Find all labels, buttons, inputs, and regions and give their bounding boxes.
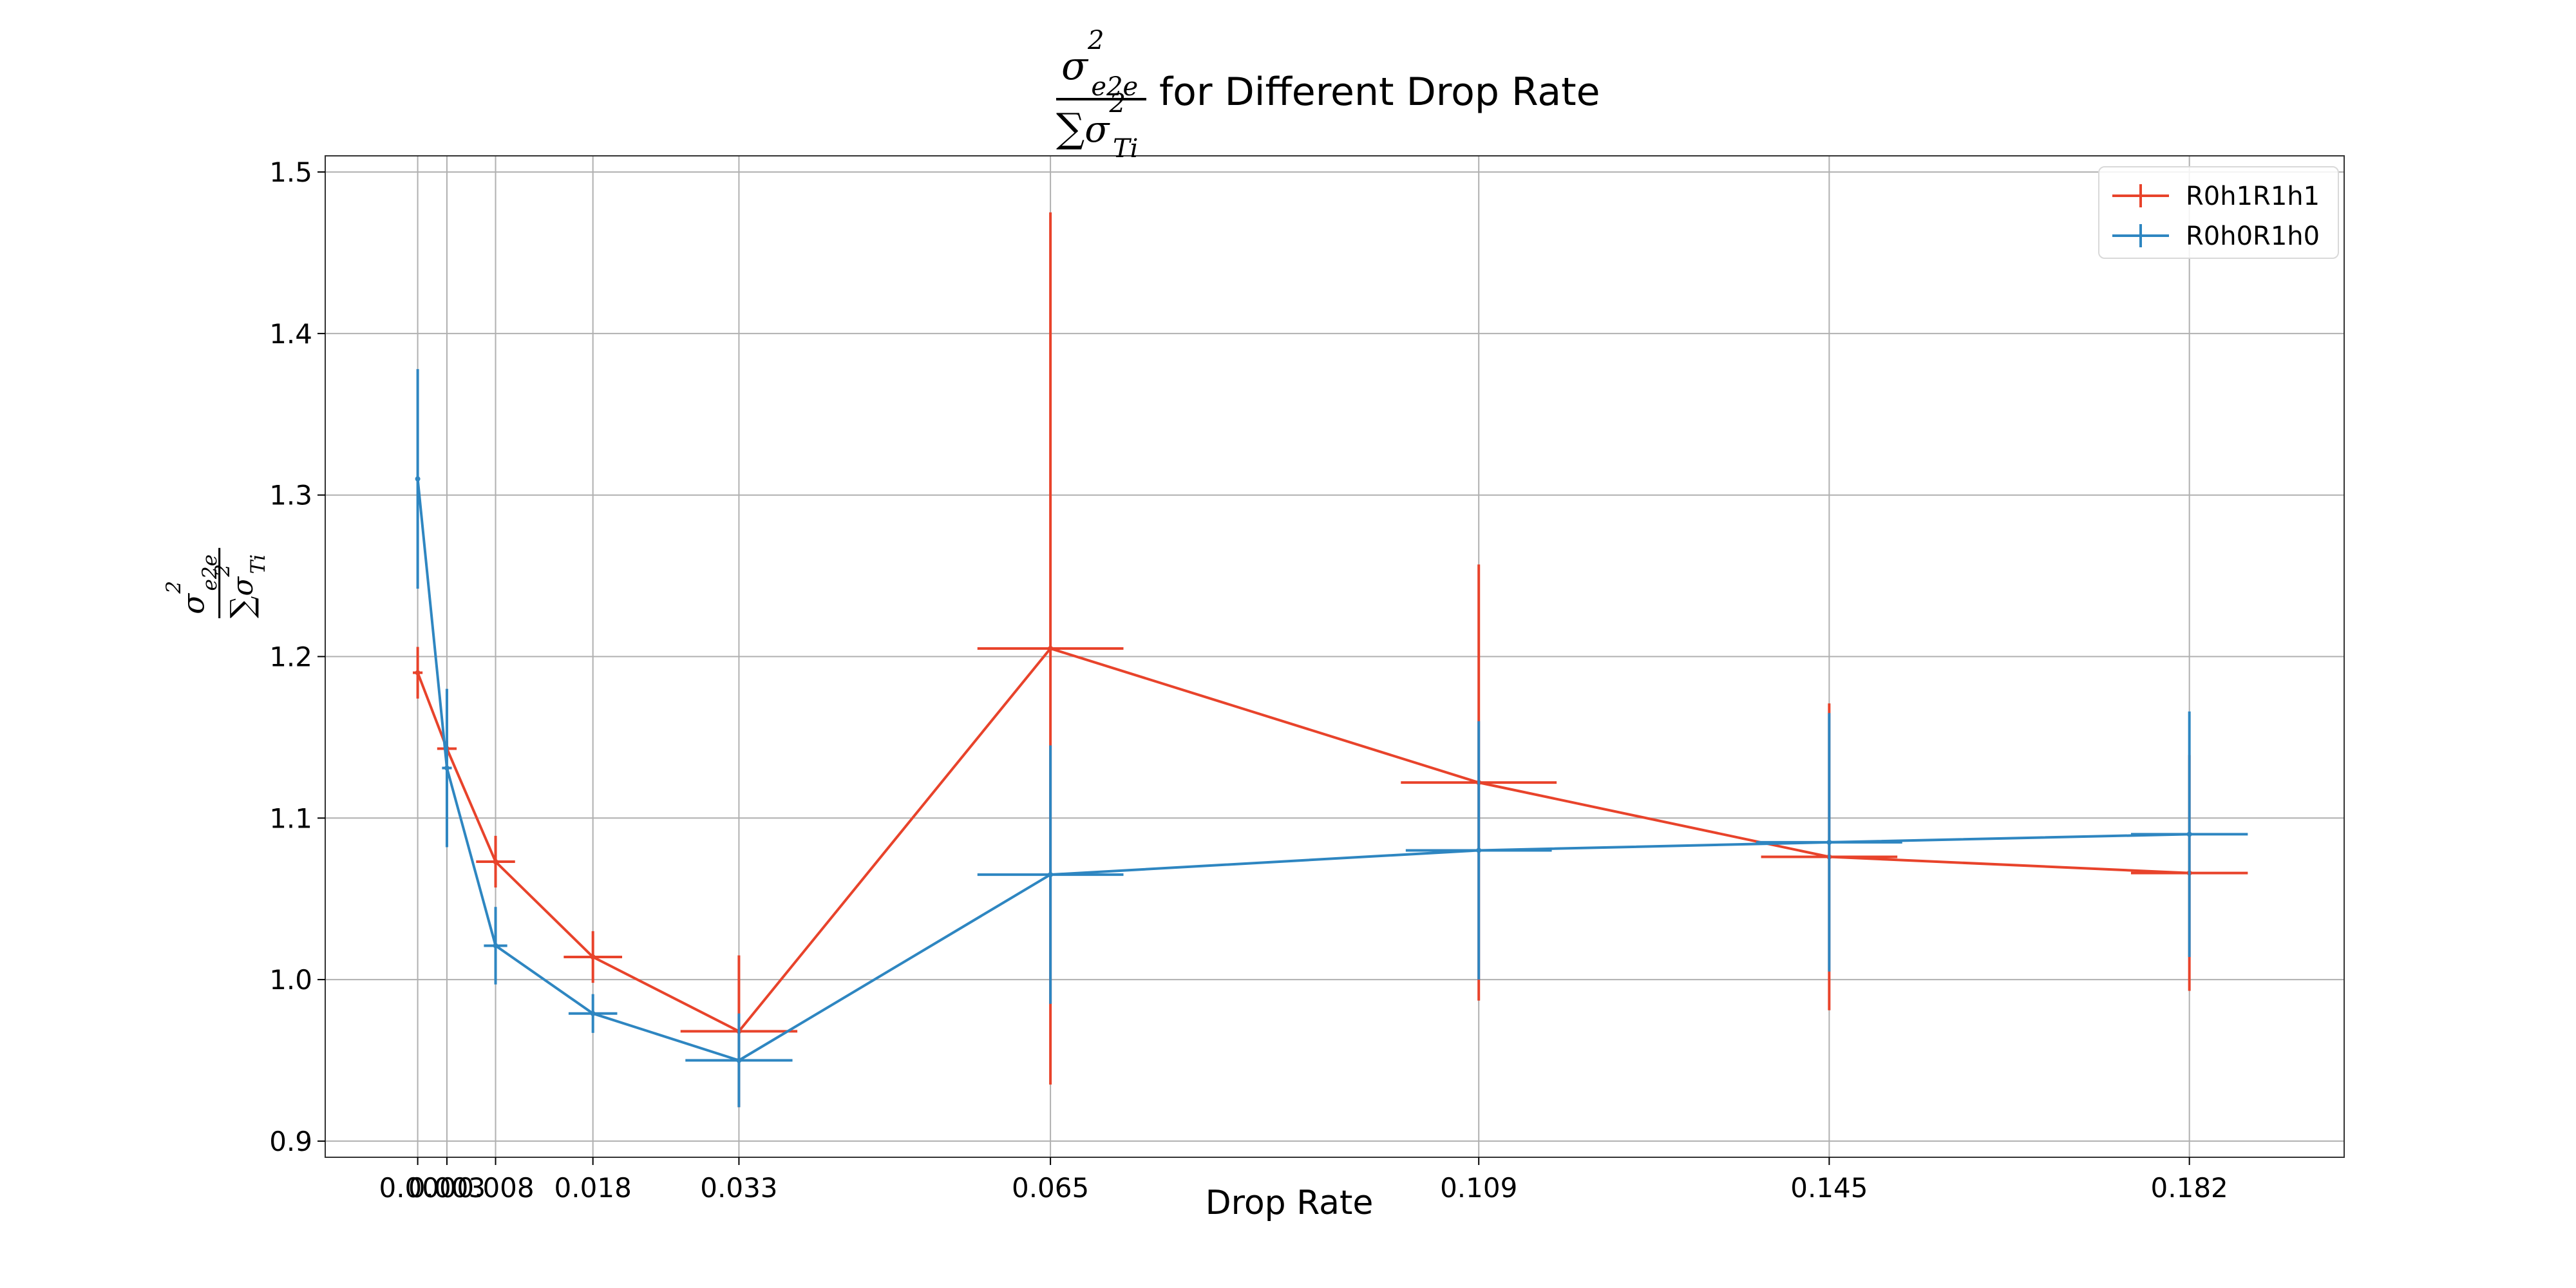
data-point bbox=[1048, 872, 1054, 878]
y-tick-label: 1.0 bbox=[269, 964, 312, 996]
y-axis-ticks: 0.9 1.0 1.1 1.2 1.3 1.4 1.5 bbox=[269, 156, 325, 1157]
legend-label-series-0: R0h1R1h1 bbox=[2186, 182, 2320, 211]
x-axis-label: Drop Rate bbox=[1205, 1184, 1374, 1222]
x-tick-label: 0.109 bbox=[1440, 1172, 1517, 1204]
ylabel-fraction-bar bbox=[218, 547, 221, 618]
data-point bbox=[736, 1057, 742, 1063]
x-tick-label: 0.000 bbox=[379, 1172, 456, 1204]
series-layer bbox=[413, 212, 2248, 1108]
data-point bbox=[2186, 831, 2192, 837]
x-tick-label: 0.033 bbox=[700, 1172, 777, 1204]
x-tick-label: 0.182 bbox=[2151, 1172, 2228, 1204]
data-point bbox=[1048, 645, 1054, 651]
legend-swatch-series-0 bbox=[2112, 184, 2169, 207]
title-denominator: ∑σ2Ti bbox=[1056, 89, 1139, 164]
ylabel-denominator: ∑σ2 Ti bbox=[211, 554, 270, 618]
x-tick-label: 0.065 bbox=[1012, 1172, 1089, 1204]
y-tick-label: 1.4 bbox=[269, 318, 312, 350]
data-point bbox=[590, 954, 596, 960]
y-tick-label: 1.5 bbox=[269, 156, 312, 188]
data-point bbox=[493, 859, 498, 865]
x-tick-label: 0.003 bbox=[408, 1172, 486, 1204]
data-point bbox=[1476, 848, 1482, 853]
y-tick-label: 1.2 bbox=[269, 641, 312, 673]
legend: R0h1R1h1 R0h0R1h0 bbox=[2098, 166, 2339, 259]
fraction-bar bbox=[1056, 98, 1146, 100]
data-point bbox=[444, 765, 450, 771]
chart-title: σ2e2e ∑σ2Ti for Different Drop Rate bbox=[1056, 26, 1662, 164]
data-point bbox=[493, 943, 498, 949]
ylabel-math-fraction: σ2 e2e ∑σ2 Ti bbox=[162, 543, 270, 618]
grid-lines bbox=[325, 156, 2344, 1157]
data-point bbox=[415, 670, 421, 676]
y-tick-label: 1.1 bbox=[269, 802, 312, 834]
y-tick-label: 1.3 bbox=[269, 480, 312, 511]
title-math-fraction: σ2e2e ∑σ2Ti bbox=[1056, 26, 1153, 164]
series-0 bbox=[413, 212, 2248, 1108]
data-point bbox=[1826, 839, 1832, 845]
series-1 bbox=[415, 369, 2248, 1108]
ylabel-numerator: σ2 e2e bbox=[162, 554, 222, 614]
y-axis-label: σ2 e2e ∑σ2 Ti bbox=[162, 502, 272, 618]
series-line-1 bbox=[416, 478, 2190, 1062]
data-point bbox=[415, 476, 421, 482]
legend-item-series-0: R0h1R1h1 bbox=[2108, 176, 2334, 215]
title-text: for Different Drop Rate bbox=[1159, 70, 1600, 115]
legend-item-series-1: R0h0R1h0 bbox=[2108, 216, 2334, 255]
x-tick-label: 0.145 bbox=[1790, 1172, 1868, 1204]
legend-label-series-1: R0h0R1h0 bbox=[2186, 222, 2320, 251]
x-tick-label: 0.008 bbox=[457, 1172, 534, 1204]
y-tick-label: 0.9 bbox=[269, 1126, 312, 1157]
data-point bbox=[590, 1010, 596, 1016]
title-numerator: σ2e2e bbox=[1061, 26, 1139, 102]
x-tick-label: 0.018 bbox=[554, 1172, 632, 1204]
legend-swatch-series-1 bbox=[2112, 224, 2169, 247]
